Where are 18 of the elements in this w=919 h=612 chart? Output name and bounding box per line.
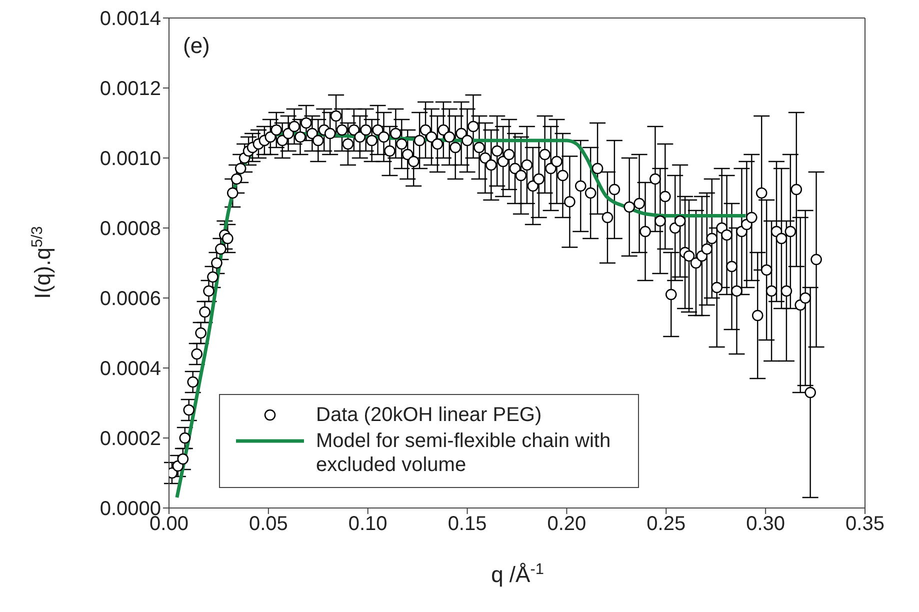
y-tick-label: 0.0006 <box>100 288 161 310</box>
x-tick-label: 0.25 <box>646 513 686 536</box>
y-tick-label: 0.0008 <box>100 218 161 240</box>
x-tick-label: 0.15 <box>448 513 487 536</box>
x-tick-label: 0.10 <box>348 513 388 536</box>
y-tick-label: 0.0012 <box>100 78 161 100</box>
x-tick-label: 0.05 <box>248 513 288 536</box>
legend-label: Data (20kOH linear PEG) <box>316 403 543 427</box>
x-tick-label: 0.35 <box>846 513 884 536</box>
y-tick-label: 0.0004 <box>100 358 161 380</box>
legend-label: Model for semi-flexible chain with excluded volume <box>316 429 612 477</box>
y-tick-label: 0.0002 <box>100 428 161 450</box>
annotation: (e) <box>183 33 210 58</box>
x-tick-label: 0.30 <box>746 513 786 536</box>
y-tick-label: 0.0014 <box>100 8 161 30</box>
y-tick-label: 0.0010 <box>100 148 161 170</box>
x-axis-title: q /Å$^{-1}$ <box>491 560 544 587</box>
x-tick-label: 0.20 <box>547 513 586 536</box>
